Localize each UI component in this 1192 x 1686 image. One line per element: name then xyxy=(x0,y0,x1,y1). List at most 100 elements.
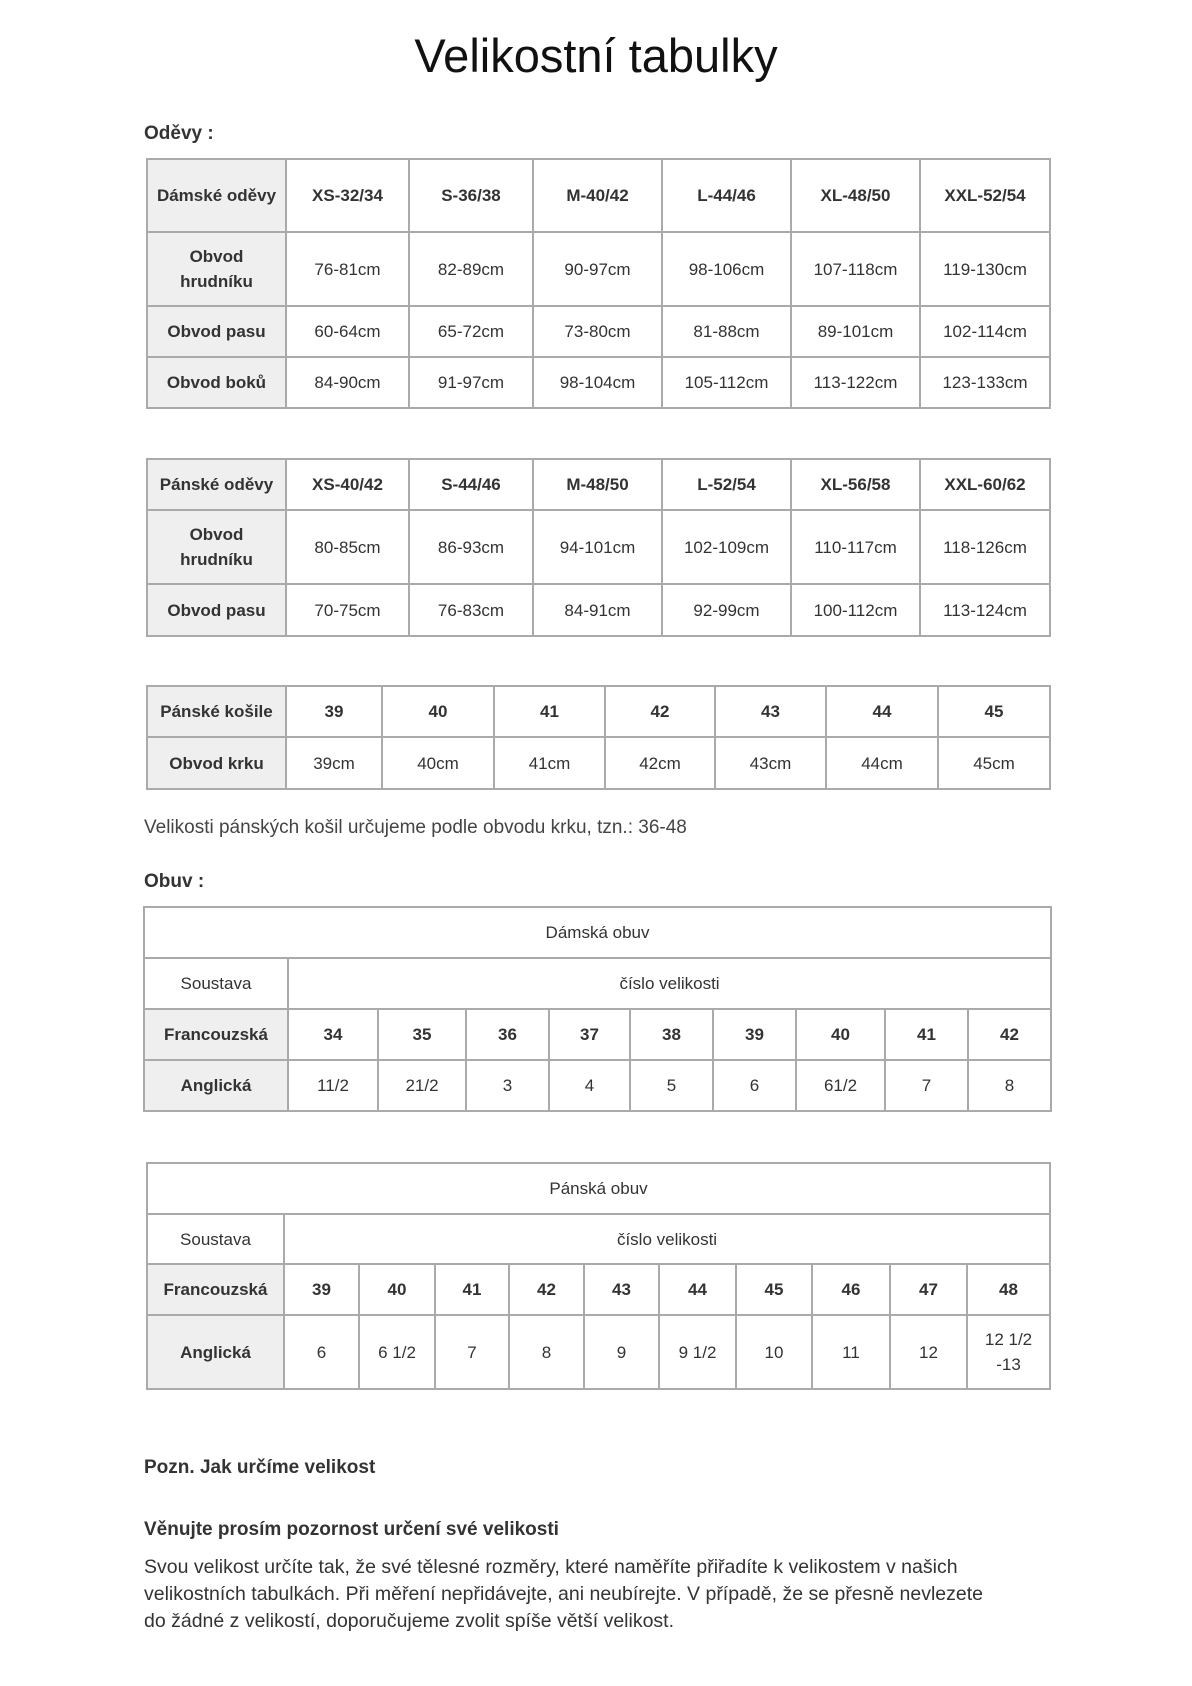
table-cell: 80-85cm xyxy=(285,509,410,585)
table-cell: 41cm xyxy=(493,736,606,790)
table-cell: S-44/46 xyxy=(408,458,534,511)
row-header-cell: Dámské oděvy xyxy=(146,158,287,233)
table-cell: 70-75cm xyxy=(285,583,410,637)
table-cell: 110-117cm xyxy=(790,509,921,585)
table-row: Pánské oděvy XS-40/42 S-44/46 M-48/50 L-52/5… xyxy=(146,458,1051,511)
table-row: Pánské košile 39 40 41 42 43 44 45 xyxy=(146,685,1051,738)
table-cell: M-40/42 xyxy=(532,158,663,233)
table-cell: 9 1/2 xyxy=(658,1314,737,1390)
table-row: Francouzská 39 40 41 42 43 44 45 46 47 48 xyxy=(146,1263,1052,1316)
table-cell: 9 xyxy=(583,1314,660,1390)
table-cell: 39 xyxy=(712,1008,797,1061)
table-row: Obvod boků 84-90cm 91-97cm 98-104cm 105-112c… xyxy=(146,356,1051,409)
table-cell: 81-88cm xyxy=(661,305,792,358)
table-cell: S-36/38 xyxy=(408,158,534,233)
table-cell: M-48/50 xyxy=(532,458,663,511)
section-shoes-heading: Obuv : xyxy=(144,871,205,892)
table-row: Dámské oděvy XS-32/34 S-36/38 M-40/42 L-44/4… xyxy=(146,158,1051,233)
table-cell: 113-124cm xyxy=(919,583,1051,637)
attention-heading: Věnujte prosím pozornost určení své veli… xyxy=(144,1519,559,1540)
row-header-cell: Obvod krku xyxy=(146,736,287,790)
table-cell: Soustava xyxy=(146,1213,285,1265)
table-cell: číslo velikosti xyxy=(286,957,1053,1010)
table-cell: 7 xyxy=(884,1059,969,1112)
table-cell: 11/2 xyxy=(287,1059,379,1112)
row-header-cell: Francouzská xyxy=(143,1008,289,1061)
table-cell: 84-91cm xyxy=(532,583,663,637)
table-cell: 8 xyxy=(508,1314,585,1390)
table-cell: 11 xyxy=(811,1314,891,1390)
shirts-note: Velikosti pánských košil určujeme podle … xyxy=(144,817,687,838)
table-cell: 113-122cm xyxy=(790,356,921,409)
table-row: Obvod pasu 70-75cm 76-83cm 84-91cm 92-99cm 10… xyxy=(146,583,1051,637)
table-row: Obvod hrudníku 80-85cm 86-93cm 94-101cm 102-… xyxy=(146,509,1051,585)
table-cell: 89-101cm xyxy=(790,305,921,358)
table-cell: číslo velikosti xyxy=(282,1213,1052,1265)
table-cell: 91-97cm xyxy=(408,356,534,409)
table-row: Soustava číslo velikosti xyxy=(146,1213,1052,1265)
table-cell: 39 xyxy=(285,685,383,738)
table-cell: 40 xyxy=(358,1263,436,1316)
mens-clothing-table: Pánské oděvy XS-40/42 S-44/46 M-48/50 L-52/5… xyxy=(146,458,1051,637)
table-cell: 84-90cm xyxy=(285,356,410,409)
table-cell: L-44/46 xyxy=(661,158,792,233)
table-cell: 100-112cm xyxy=(790,583,921,637)
table-row: Obvod krku 39cm 40cm 41cm 42cm 43cm 44cm 45cm xyxy=(146,736,1051,790)
instructions-paragraph: Svou velikost určíte tak, že své tělesné… xyxy=(144,1554,983,1635)
table-cell: 107-118cm xyxy=(790,231,921,307)
table-cell: 92-99cm xyxy=(661,583,792,637)
row-header-cell: Obvod hrudníku xyxy=(146,231,287,307)
table-cell: 45cm xyxy=(937,736,1051,790)
table-cell: 47 xyxy=(889,1263,968,1316)
table-cell: 39cm xyxy=(285,736,383,790)
womens-shoes-table: Dámská obuv Soustava číslo velikosti Franco… xyxy=(142,906,1053,1112)
table-cell: 8 xyxy=(966,1059,1053,1112)
table-cell: 102-114cm xyxy=(919,305,1051,358)
table-cell: 6 xyxy=(283,1314,360,1390)
paragraph-line: do žádné z velikostí, doporučujeme zvoli… xyxy=(144,1610,675,1632)
table-cell: 86-93cm xyxy=(408,509,534,585)
table-cell: 43 xyxy=(714,685,827,738)
table-cell: XS-40/42 xyxy=(285,458,410,511)
table-cell: 45 xyxy=(937,685,1051,738)
table-cell: 42cm xyxy=(604,736,716,790)
table-row: Obvod pasu 60-64cm 65-72cm 73-80cm 81-88cm 89… xyxy=(146,305,1051,358)
table-cell: 12 1/2 -13 xyxy=(965,1314,1052,1390)
table-cell: 73-80cm xyxy=(532,305,663,358)
table-cell: XS-32/34 xyxy=(285,158,410,233)
table-cell: 82-89cm xyxy=(408,231,534,307)
table-cell: 65-72cm xyxy=(408,305,534,358)
table-cell: 119-130cm xyxy=(919,231,1051,307)
table-cell: XXL-52/54 xyxy=(919,158,1051,233)
table-cell: 102-109cm xyxy=(661,509,792,585)
table-row: Pánská obuv xyxy=(145,1162,1052,1215)
table-cell: 6 1/2 xyxy=(358,1314,436,1390)
table-cell: 76-83cm xyxy=(408,583,534,637)
row-header-cell: Pánské oděvy xyxy=(146,458,287,511)
paragraph-line: velikostních tabulkách. Při měření nepři… xyxy=(144,1583,983,1605)
table-cell: 60-64cm xyxy=(285,305,410,358)
table-cell: 98-104cm xyxy=(532,356,663,409)
table-cell: 12 xyxy=(889,1314,968,1390)
table-row: Anglická 6 6 1/2 7 8 9 9 1/2 10 11 12 12 1/2 -13 xyxy=(146,1314,1052,1390)
table-cell: Dámská obuv xyxy=(142,906,1053,959)
table-cell: 76-81cm xyxy=(285,231,410,307)
row-header-cell: Obvod hrudníku xyxy=(146,509,287,585)
table-cell: XL-56/58 xyxy=(790,458,921,511)
table-row: Dámská obuv xyxy=(142,906,1053,959)
table-cell: 40 xyxy=(795,1008,886,1061)
table-cell: 123-133cm xyxy=(919,356,1051,409)
row-header-cell: Francouzská xyxy=(146,1263,285,1316)
table-cell: 35 xyxy=(377,1008,467,1061)
table-cell: 42 xyxy=(604,685,716,738)
table-cell: 41 xyxy=(884,1008,969,1061)
table-cell: 98-106cm xyxy=(661,231,792,307)
table-cell: 90-97cm xyxy=(532,231,663,307)
table-cell: 44 xyxy=(825,685,939,738)
table-row: Obvod hrudníku 76-81cm 82-89cm 90-97cm 98-10… xyxy=(146,231,1051,307)
table-cell: 105-112cm xyxy=(661,356,792,409)
table-cell: 41 xyxy=(434,1263,510,1316)
table-cell: Soustava xyxy=(143,957,289,1010)
row-header-cell: Anglická xyxy=(146,1314,285,1390)
table-cell: 38 xyxy=(629,1008,714,1061)
